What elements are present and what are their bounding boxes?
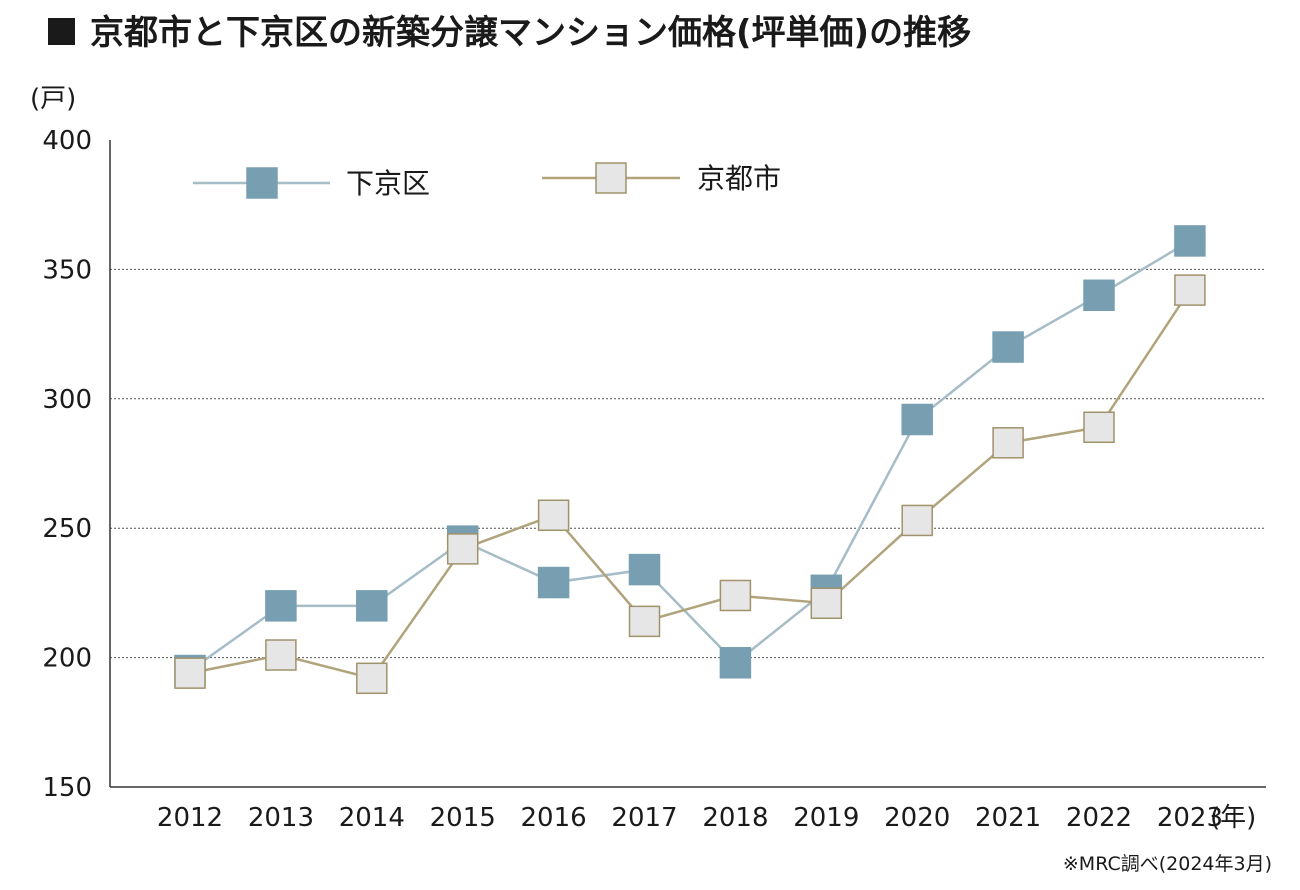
x-tick-label: 2021 xyxy=(975,803,1041,833)
y-tick-label: 350 xyxy=(42,255,92,285)
y-axis-unit: (戸) xyxy=(30,84,76,114)
legend-item-0: 下京区 xyxy=(193,167,430,200)
x-tick-label: 2022 xyxy=(1066,803,1132,833)
data-point xyxy=(719,579,752,612)
data-point xyxy=(628,553,661,586)
data-point xyxy=(1083,411,1115,444)
y-tick-label: 200 xyxy=(42,644,92,674)
legend-marker xyxy=(595,162,627,194)
data-point xyxy=(901,403,933,436)
x-tick-label: 2019 xyxy=(793,803,859,833)
y-tick-label: 150 xyxy=(42,773,92,803)
x-tick-label: 2020 xyxy=(884,803,950,833)
series-line xyxy=(189,239,1191,672)
chart-title: 京都市と下京区の新築分譲マンション価格(坪単価)の推移 xyxy=(90,13,971,53)
legend-label: 京都市 xyxy=(697,162,781,195)
data-point xyxy=(719,647,752,679)
data-point xyxy=(265,590,297,622)
series-1 xyxy=(174,274,1206,695)
series-0 xyxy=(174,225,1206,687)
data-point xyxy=(901,504,933,537)
axes xyxy=(109,140,1266,788)
data-point xyxy=(356,662,388,695)
legend-label: 下京区 xyxy=(346,167,430,200)
data-point xyxy=(356,590,388,622)
x-tick-label: 2013 xyxy=(248,803,314,833)
data-point xyxy=(265,639,297,671)
data-point xyxy=(1083,279,1115,312)
x-tick-label: 2023 xyxy=(1157,803,1223,833)
data-point xyxy=(992,427,1024,459)
y-tick-labels: 400 350 300 250 200 150 xyxy=(42,126,92,803)
data-point xyxy=(537,566,570,599)
x-tick-label: 2018 xyxy=(702,803,768,833)
x-tick-label: 2012 xyxy=(157,803,223,833)
x-axis-unit: (年) xyxy=(1210,803,1256,833)
legend-marker xyxy=(246,167,278,199)
x-tick-label: 2014 xyxy=(339,803,405,833)
data-point xyxy=(628,605,661,638)
gridlines xyxy=(110,268,1266,659)
data-point xyxy=(537,499,570,532)
data-point xyxy=(992,331,1024,363)
data-point xyxy=(810,587,843,620)
data-point xyxy=(446,533,479,565)
title-square-icon xyxy=(48,18,75,45)
data-point xyxy=(1174,225,1206,257)
x-tick-label: 2017 xyxy=(611,803,677,833)
x-tick-label: 2016 xyxy=(521,803,587,833)
legend-item-1: 京都市 xyxy=(542,162,781,195)
legend: 下京区 京都市 xyxy=(193,162,781,200)
series-line xyxy=(189,289,1191,680)
series xyxy=(174,225,1206,695)
data-point xyxy=(174,657,206,689)
data-point xyxy=(1174,274,1206,306)
source-note: ※MRC調べ(2024年3月) xyxy=(1063,853,1272,875)
y-tick-label: 250 xyxy=(42,514,92,544)
x-tick-label: 2015 xyxy=(430,803,496,833)
x-tick-labels: 2012 2013 2014 2015 2016 2017 2018 2019 2020 2021… xyxy=(157,803,1223,833)
y-tick-label: 400 xyxy=(42,126,92,156)
y-tick-label: 300 xyxy=(42,385,92,415)
